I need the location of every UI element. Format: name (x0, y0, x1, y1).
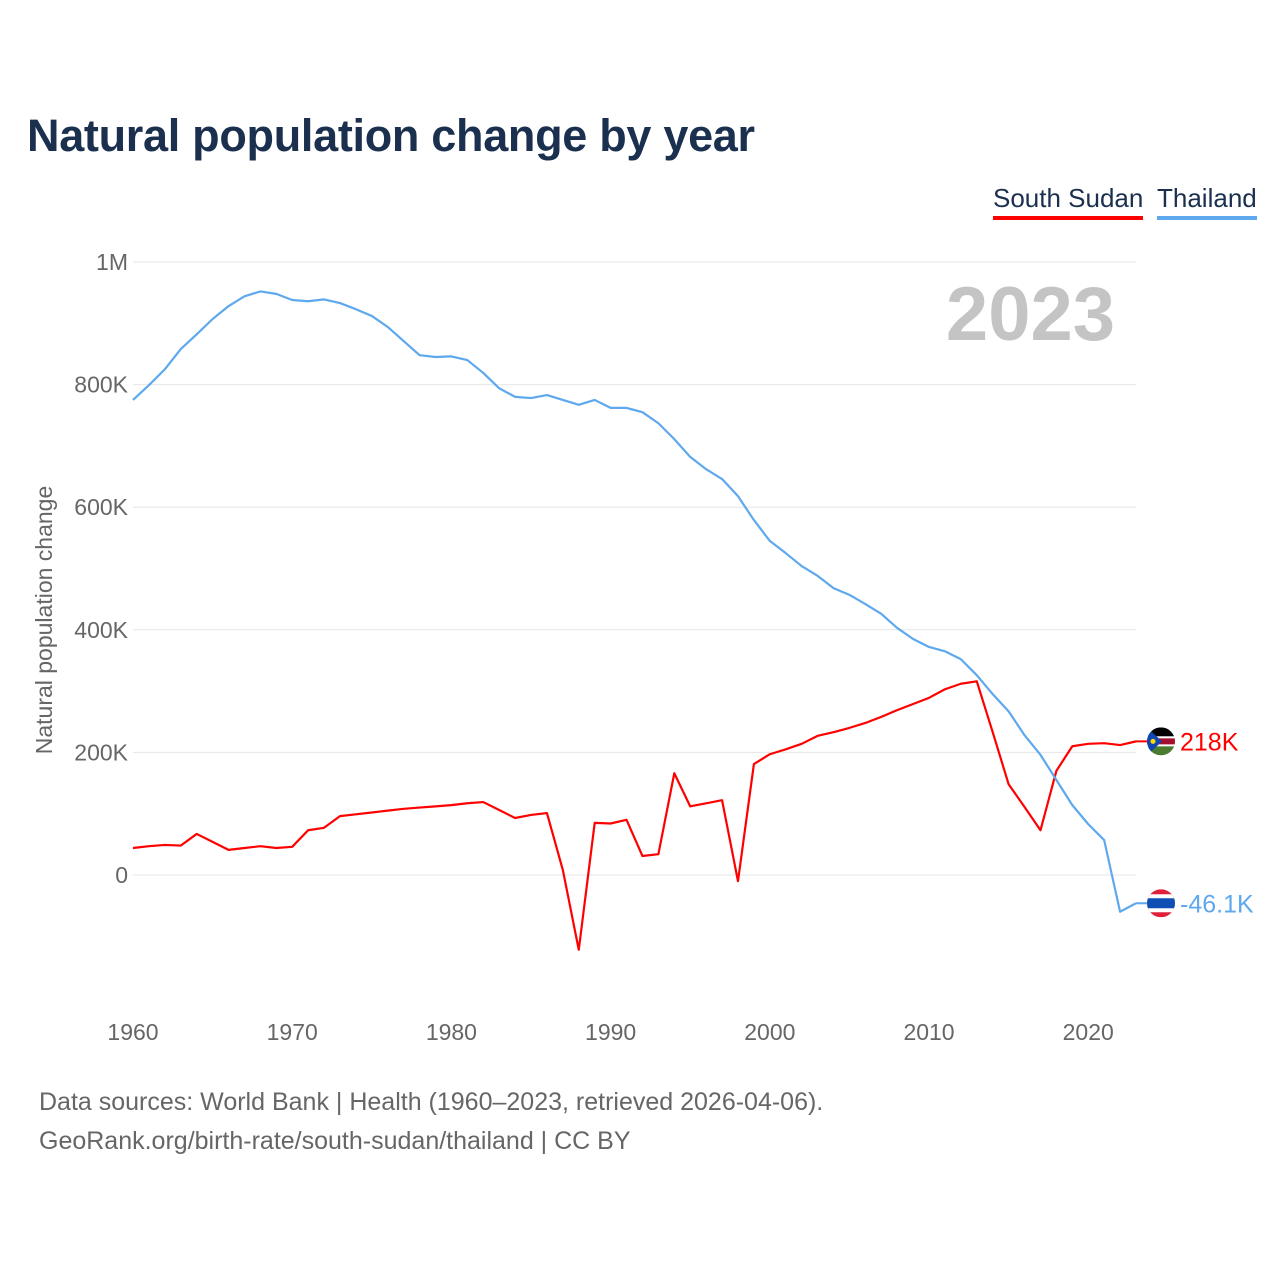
footer-url[interactable]: GeoRank.org/birth-rate/south-sudan/thail… (39, 1127, 631, 1155)
series-line-south-sudan[interactable] (132, 680, 1137, 951)
y-tick-label: 600K (74, 494, 128, 520)
y-tick-label: 800K (74, 372, 128, 398)
x-tick-label: 2020 (1063, 1019, 1114, 1045)
year-watermark: 2023 (946, 272, 1115, 357)
y-tick-label: 200K (74, 739, 128, 765)
legend-thailand[interactable]: Thailand (1157, 183, 1257, 220)
thailand-flag-icon (1147, 889, 1175, 918)
x-tick-label: 1980 (426, 1019, 477, 1045)
x-tick-label: 1960 (107, 1019, 158, 1045)
y-tick-label: 0 (115, 862, 128, 888)
footer-sources: Data sources: World Bank | Health (1960–… (39, 1088, 824, 1116)
y-tick-label: 400K (74, 617, 128, 643)
x-tick-label: 2010 (903, 1019, 954, 1045)
x-tick-label: 1970 (267, 1019, 318, 1045)
legend-south-sudan[interactable]: South Sudan (993, 183, 1144, 220)
y-axis-label: Natural population change (31, 486, 57, 755)
end-value-label: -46.1K (1180, 890, 1254, 918)
chart-title: Natural population change by year (27, 110, 755, 161)
x-tick-label: 1990 (585, 1019, 636, 1045)
end-value-label: 218K (1180, 728, 1239, 756)
y-tick-label: 1M (96, 249, 128, 275)
south-sudan-flag-icon (1147, 727, 1175, 756)
x-tick-label: 2000 (744, 1019, 795, 1045)
series-line-thailand[interactable] (132, 290, 1137, 913)
